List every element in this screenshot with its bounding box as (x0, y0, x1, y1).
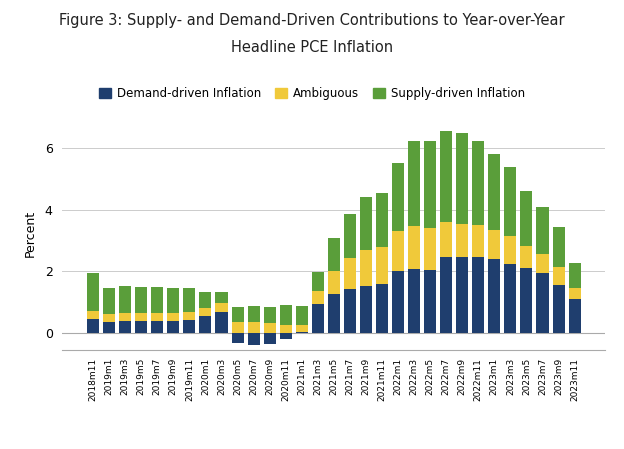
Bar (232, 322, 243, 333)
Bar (200, 292, 212, 308)
Bar (103, 288, 115, 314)
Bar (537, 254, 548, 273)
Bar (296, 325, 308, 332)
Text: Headline PCE Inflation: Headline PCE Inflation (231, 40, 393, 55)
Bar (183, 288, 195, 312)
Bar (263, 307, 276, 323)
Bar (424, 270, 436, 333)
Bar (296, 306, 308, 325)
Legend: Demand-driven Inflation, Ambiguous, Supply-driven Inflation: Demand-driven Inflation, Ambiguous, Supp… (94, 82, 530, 105)
Bar (248, 333, 260, 345)
Bar (456, 224, 468, 257)
Bar (200, 308, 212, 316)
Bar (263, 323, 276, 333)
Bar (360, 250, 372, 286)
Bar (537, 207, 548, 254)
Bar (328, 294, 340, 333)
Bar (408, 141, 420, 225)
Bar (103, 322, 115, 333)
Bar (344, 258, 356, 289)
Bar (167, 321, 179, 333)
Bar (408, 269, 420, 333)
Bar (119, 286, 131, 313)
Bar (183, 312, 195, 320)
Bar (392, 163, 404, 231)
Bar (87, 273, 99, 311)
Bar (119, 321, 131, 333)
Bar (456, 133, 468, 224)
Bar (424, 228, 436, 270)
Bar (280, 333, 291, 339)
Bar (376, 247, 388, 284)
Bar (296, 332, 308, 333)
Bar (472, 141, 484, 225)
Bar (167, 313, 179, 321)
Bar (568, 288, 580, 299)
Bar (119, 313, 131, 321)
Bar (215, 292, 228, 303)
Bar (552, 227, 565, 267)
Bar (344, 289, 356, 333)
Bar (392, 271, 404, 333)
Bar (520, 191, 532, 246)
Bar (568, 263, 580, 288)
Bar (232, 307, 243, 322)
Bar (87, 311, 99, 319)
Bar (87, 319, 99, 333)
Bar (456, 257, 468, 333)
Bar (135, 287, 147, 313)
Bar (167, 288, 179, 313)
Bar (376, 284, 388, 333)
Bar (215, 312, 228, 333)
Bar (248, 322, 260, 333)
Bar (328, 238, 340, 271)
Bar (215, 303, 228, 312)
Bar (392, 231, 404, 271)
Bar (263, 333, 276, 344)
Bar (135, 313, 147, 321)
Bar (489, 259, 500, 333)
Bar (440, 131, 452, 222)
Bar (504, 236, 517, 264)
Bar (135, 321, 147, 333)
Bar (537, 273, 548, 333)
Bar (280, 325, 291, 333)
Y-axis label: Percent: Percent (23, 210, 36, 257)
Bar (504, 167, 517, 236)
Bar (344, 215, 356, 258)
Bar (280, 305, 291, 325)
Bar (568, 299, 580, 333)
Bar (520, 246, 532, 268)
Bar (232, 333, 243, 343)
Bar (520, 268, 532, 333)
Bar (151, 321, 163, 333)
Bar (200, 316, 212, 333)
Text: Figure 3: Supply- and Demand-Driven Contributions to Year-over-Year: Figure 3: Supply- and Demand-Driven Cont… (59, 13, 565, 28)
Bar (552, 267, 565, 285)
Bar (424, 141, 436, 228)
Bar (328, 271, 340, 294)
Bar (472, 257, 484, 333)
Bar (312, 304, 324, 333)
Bar (408, 225, 420, 269)
Bar (360, 286, 372, 333)
Bar (440, 257, 452, 333)
Bar (248, 306, 260, 322)
Bar (489, 229, 500, 259)
Bar (376, 194, 388, 247)
Bar (183, 320, 195, 333)
Bar (489, 154, 500, 229)
Bar (504, 264, 517, 333)
Bar (151, 287, 163, 313)
Bar (552, 285, 565, 333)
Bar (103, 314, 115, 322)
Bar (360, 197, 372, 250)
Bar (440, 222, 452, 257)
Bar (472, 225, 484, 257)
Bar (312, 272, 324, 291)
Bar (151, 313, 163, 321)
Bar (312, 291, 324, 304)
